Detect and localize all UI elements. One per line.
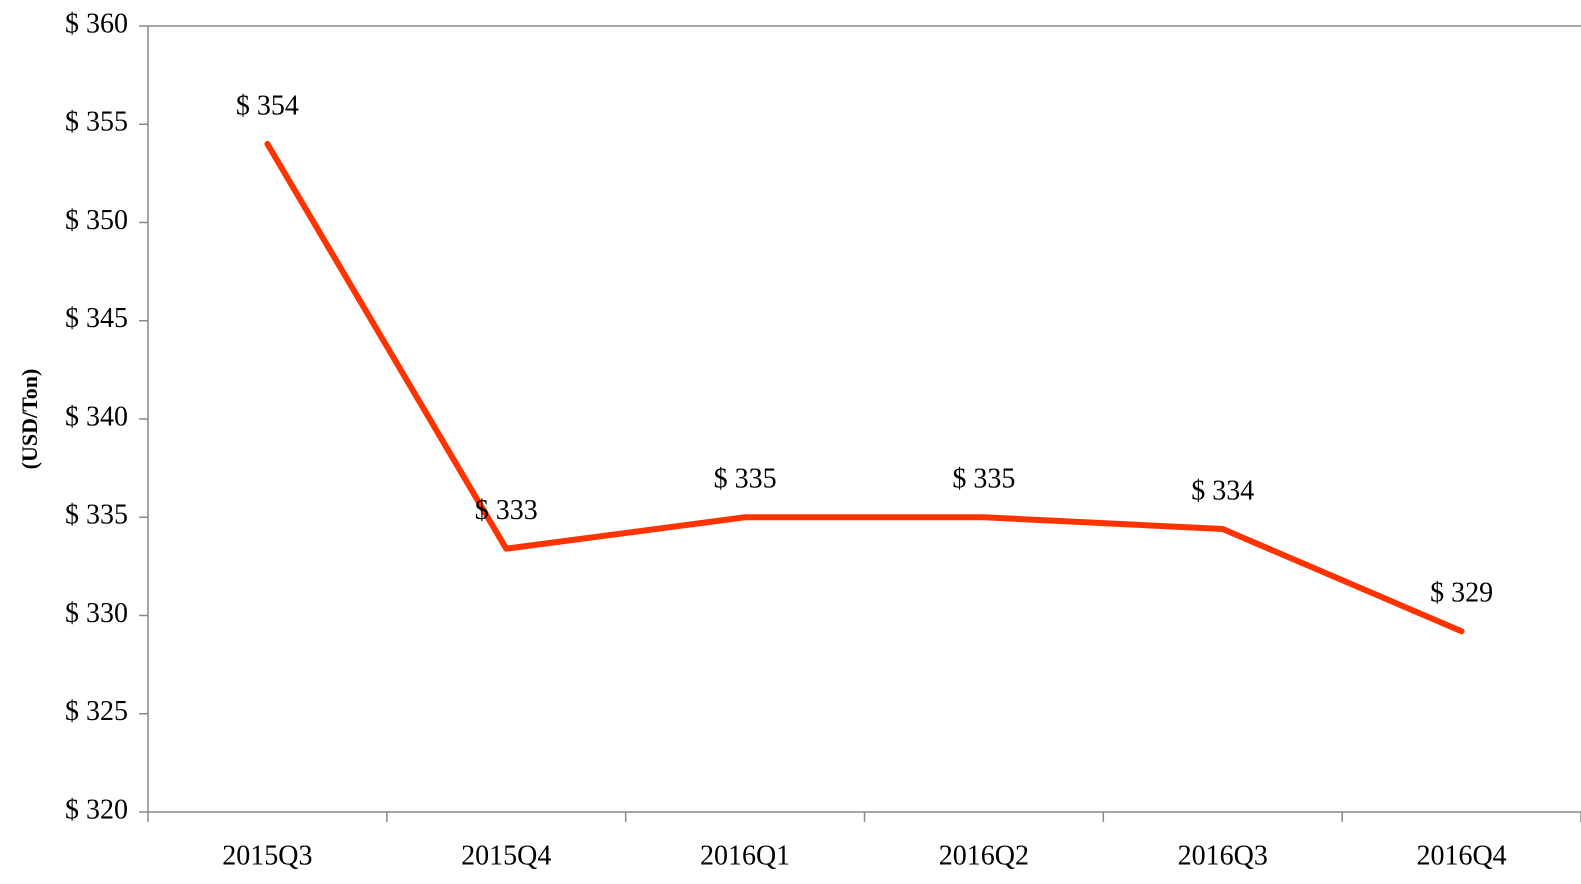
y-tick-label: $ 350 xyxy=(65,205,128,236)
data-label: $ 335 xyxy=(714,464,777,495)
y-tick-label: $ 340 xyxy=(65,401,128,432)
y-tick-label: $ 360 xyxy=(65,8,128,39)
data-label: $ 329 xyxy=(1430,578,1493,609)
x-tick-label: 2015Q3 xyxy=(222,840,312,871)
y-tick-label: $ 320 xyxy=(65,794,128,825)
y-tick-label: $ 335 xyxy=(65,500,128,531)
data-label: $ 334 xyxy=(1191,475,1254,506)
y-tick-label: $ 355 xyxy=(65,107,128,138)
x-tick-label: 2016Q4 xyxy=(1416,840,1506,871)
x-tick-label: 2016Q1 xyxy=(700,840,790,871)
data-line xyxy=(267,144,1461,631)
data-label: $ 354 xyxy=(236,90,299,121)
x-tick-label: 2015Q4 xyxy=(461,840,551,871)
y-tick-label: $ 325 xyxy=(65,696,128,727)
chart: (USD/Ton) $ 320 $ 325 $ 330 $ 335 $ 340 $ 345… xyxy=(0,0,1581,884)
x-tick-label: 2016Q2 xyxy=(939,840,1029,871)
y-tick-label: $ 330 xyxy=(65,598,128,629)
x-tick-label: 2016Q3 xyxy=(1178,840,1268,871)
data-label: $ 335 xyxy=(952,464,1015,495)
y-tick-label: $ 345 xyxy=(65,303,128,334)
data-label: $ 333 xyxy=(475,495,538,526)
y-axis-label: (USD/Ton) xyxy=(17,369,42,470)
